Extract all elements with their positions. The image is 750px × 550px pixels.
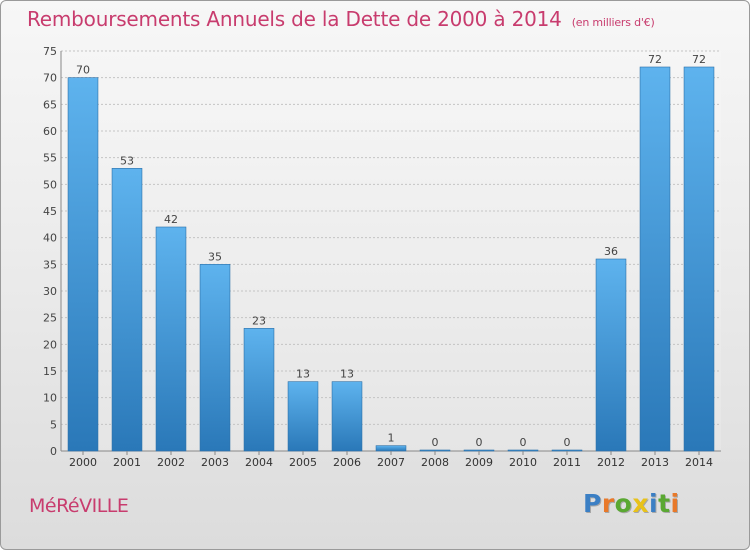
- logo-letter: i: [649, 489, 659, 518]
- bar-value-label: 72: [648, 53, 662, 66]
- bar-value-label: 36: [604, 245, 618, 258]
- x-tick-label: 2013: [641, 456, 669, 469]
- x-tick-label: 2006: [333, 456, 361, 469]
- chart-title: Remboursements Annuels de la Dette de 20…: [27, 7, 655, 31]
- y-tick-label: 50: [43, 178, 57, 191]
- logo-letter: x: [632, 489, 649, 518]
- x-tick-label: 2004: [245, 456, 273, 469]
- bar-value-label: 42: [164, 213, 178, 226]
- y-tick-label: 15: [43, 365, 57, 378]
- logo-letter: P: [583, 489, 602, 518]
- bar-value-label: 70: [76, 64, 90, 77]
- chart-subtitle: (en milliers d'€): [571, 16, 655, 29]
- y-tick-label: 20: [43, 338, 57, 351]
- logo-letter: t: [658, 489, 671, 518]
- bar: [419, 449, 451, 452]
- logo-letter: r: [601, 489, 615, 518]
- bar: [639, 66, 671, 452]
- bar: [199, 264, 231, 452]
- bar: [375, 445, 407, 452]
- bar-value-label: 0: [476, 436, 483, 449]
- y-tick-label: 40: [43, 232, 57, 245]
- y-tick-label: 60: [43, 125, 57, 138]
- bar-value-label: 13: [340, 368, 354, 381]
- x-tick-label: 2000: [69, 456, 97, 469]
- y-tick-label: 30: [43, 285, 57, 298]
- bar-value-label: 53: [120, 154, 134, 167]
- bar: [595, 258, 627, 452]
- logo-letter: o: [614, 489, 633, 518]
- bar: [67, 77, 99, 452]
- x-tick-label: 2012: [597, 456, 625, 469]
- bar: [683, 66, 715, 452]
- bar: [111, 168, 143, 452]
- x-tick-label: 2002: [157, 456, 185, 469]
- y-tick-label: 0: [50, 445, 57, 458]
- bar: [551, 449, 583, 452]
- bar: [331, 381, 363, 452]
- bar-value-label: 35: [208, 250, 222, 263]
- x-tick-label: 2007: [377, 456, 405, 469]
- x-tick-label: 2008: [421, 456, 449, 469]
- bar: [507, 449, 539, 452]
- bar: [287, 381, 319, 452]
- y-tick-label: 65: [43, 98, 57, 111]
- x-tick-label: 2014: [685, 456, 713, 469]
- bar-value-label: 0: [432, 436, 439, 449]
- bar: [463, 449, 495, 452]
- bar-value-label: 0: [520, 436, 527, 449]
- bar-value-label: 13: [296, 368, 310, 381]
- y-tick-label: 10: [43, 392, 57, 405]
- x-tick-label: 2005: [289, 456, 317, 469]
- bar: [155, 226, 187, 452]
- bar-value-label: 0: [564, 436, 571, 449]
- y-tick-label: 25: [43, 312, 57, 325]
- y-tick-label: 55: [43, 152, 57, 165]
- x-tick-label: 2010: [509, 456, 537, 469]
- x-tick-label: 2003: [201, 456, 229, 469]
- chart-title-text: Remboursements Annuels de la Dette de 20…: [27, 7, 562, 31]
- bar-value-label: 1: [388, 432, 395, 445]
- proxiti-logo: Proxiti: [583, 489, 680, 518]
- bar-value-label: 23: [252, 314, 266, 327]
- logo-letter: i: [670, 489, 680, 518]
- y-tick-label: 75: [43, 45, 57, 58]
- bar: [243, 328, 275, 452]
- y-tick-label: 35: [43, 258, 57, 271]
- x-tick-label: 2009: [465, 456, 493, 469]
- commune-name: MéRéVILLE: [29, 495, 129, 517]
- bar-value-label: 72: [692, 53, 706, 66]
- y-tick-label: 5: [50, 418, 57, 431]
- x-tick-label: 2011: [553, 456, 581, 469]
- y-tick-label: 45: [43, 205, 57, 218]
- x-tick-label: 2001: [113, 456, 141, 469]
- y-tick-label: 70: [43, 72, 57, 85]
